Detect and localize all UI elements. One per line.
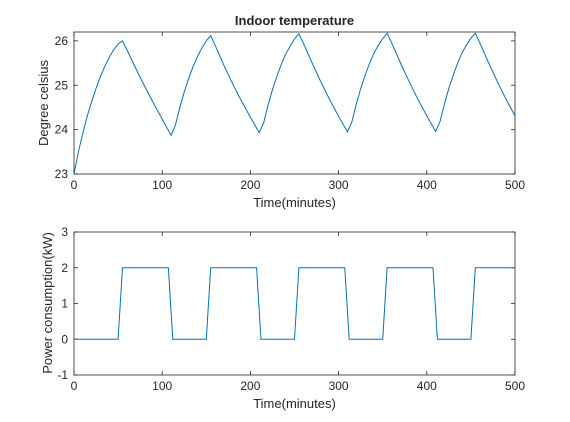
power-x-tick-label: 300: [329, 379, 349, 393]
temperature-x-tick-label: 300: [329, 178, 349, 192]
temperature-x-axis-label: Time(minutes): [253, 195, 336, 210]
temperature-x-tick-label: 0: [71, 178, 78, 192]
temperature-y-tick-label: 24: [55, 123, 69, 137]
power-x-tick-label: 500: [505, 379, 525, 393]
temperature-x-tick-label: 400: [417, 178, 437, 192]
temperature-y-axis-label: Degree celsius: [36, 60, 51, 146]
power-x-axis-label: Time(minutes): [253, 396, 336, 411]
power-series-line: [74, 267, 515, 340]
power-y-tick-label: 1: [61, 297, 68, 311]
temperature-x-tick-label: 100: [152, 178, 172, 192]
power-x-tick-label: 400: [417, 379, 437, 393]
temperature-y-tick-label: 26: [55, 34, 69, 48]
temperature-series-line: [73, 32, 516, 175]
power-y-axis-label: Power consumption(kW): [40, 232, 55, 374]
power-x-tick-label: 0: [71, 379, 78, 393]
power-y-tick-label: -1: [57, 368, 68, 382]
power-x-tick-label: 100: [152, 379, 172, 393]
temperature-axes-box: [73, 31, 516, 175]
temperature-x-tick-label: 500: [505, 178, 525, 192]
temperature-x-tick-label: 200: [240, 178, 260, 192]
power-axes-box: [73, 231, 516, 376]
power-y-tick-label: 3: [61, 225, 68, 239]
power-y-tick-label: 0: [61, 332, 68, 346]
temperature-ticks: 0 100 200 300 400 500 23 24 25 26: [55, 32, 525, 192]
power-y-tick-label: 2: [61, 261, 68, 275]
temperature-chart: Indoor temperature 0 100 200 300 400 500 23 24 2…: [36, 13, 525, 210]
temperature-y-tick-label: 23: [55, 167, 69, 181]
temperature-chart-title: Indoor temperature: [235, 13, 354, 28]
power-x-tick-label: 200: [240, 379, 260, 393]
temperature-y-tick-label: 25: [55, 78, 69, 92]
